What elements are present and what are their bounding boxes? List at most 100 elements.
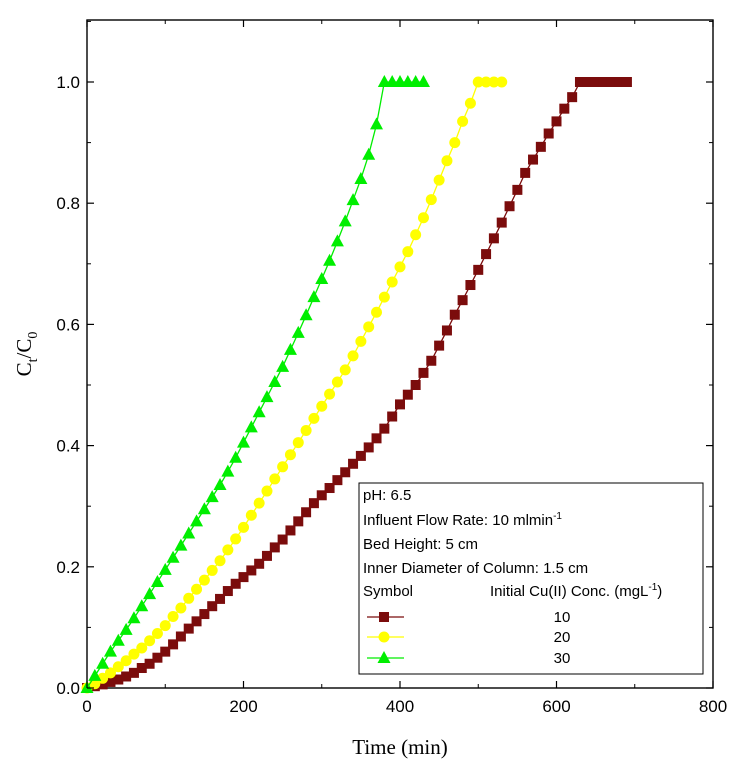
- data-point-20: [496, 76, 508, 88]
- data-point-10: [348, 458, 359, 469]
- data-point-10: [199, 609, 210, 620]
- data-point-20: [261, 485, 273, 497]
- data-point-30: [88, 668, 102, 681]
- data-point-10: [136, 663, 147, 674]
- data-point-20: [222, 544, 234, 556]
- data-point-20: [386, 276, 398, 288]
- legend-label: 30: [554, 650, 571, 667]
- data-point-20: [464, 97, 476, 109]
- data-point-30: [362, 147, 376, 160]
- data-point-10: [105, 676, 116, 687]
- y-tick-label: 0.8: [56, 194, 80, 213]
- data-point-10: [410, 380, 421, 390]
- data-point-10: [254, 558, 265, 569]
- data-point-10: [528, 154, 539, 165]
- data-point-10: [230, 578, 241, 589]
- x-tick-label: 800: [699, 697, 727, 716]
- legend-conc-header-text: Initial Cu(II) Conc. (mgL: [490, 583, 648, 600]
- legend-entries: 10 20 30: [367, 609, 570, 667]
- data-point-30: [315, 271, 329, 284]
- data-point-30: [127, 611, 141, 624]
- y-axis-title-subscript: t: [26, 358, 41, 362]
- data-point-30: [111, 633, 125, 646]
- data-point-10: [535, 141, 546, 152]
- x-tick-label: 600: [542, 697, 570, 716]
- data-point-20: [159, 620, 171, 632]
- data-point-10: [441, 325, 452, 336]
- data-point-20: [167, 610, 179, 622]
- data-point-30: [150, 574, 164, 587]
- data-point-10: [285, 525, 296, 536]
- data-point-20: [331, 376, 343, 388]
- data-point-10: [128, 667, 139, 678]
- data-point-30: [135, 599, 149, 612]
- data-point-30: [182, 526, 196, 539]
- x-tick-label: 200: [229, 697, 257, 716]
- data-point-30: [197, 502, 211, 515]
- series-20: [81, 76, 508, 694]
- data-point-20: [363, 321, 375, 333]
- legend-entry-20: 20: [367, 629, 570, 646]
- data-point-20: [316, 400, 328, 412]
- data-point-20: [214, 555, 226, 567]
- data-point-20: [371, 306, 383, 318]
- data-point-30: [221, 464, 235, 477]
- data-point-10: [551, 116, 562, 127]
- data-point-30: [299, 308, 313, 321]
- data-point-20: [410, 229, 422, 241]
- data-point-10: [614, 77, 625, 87]
- data-point-30: [237, 435, 250, 448]
- data-point-10: [355, 450, 366, 461]
- data-point-10: [363, 442, 374, 453]
- data-point-10: [582, 77, 593, 87]
- y-axis-title-part: C: [12, 362, 36, 376]
- y-tick-label: 0.0: [56, 679, 80, 698]
- data-point-30: [174, 538, 188, 551]
- data-point-10: [222, 586, 233, 597]
- data-point-10: [504, 201, 515, 212]
- data-point-10: [488, 233, 499, 244]
- data-point-10: [144, 658, 155, 669]
- legend-symbol-header: Symbol: [363, 583, 413, 600]
- data-point-10: [168, 639, 179, 650]
- data-point-30: [119, 622, 133, 635]
- data-point-10: [418, 367, 429, 378]
- data-point-10: [543, 128, 554, 139]
- data-point-10: [160, 646, 171, 657]
- data-point-20: [292, 437, 304, 449]
- annotation-flow-rate-sup: -1: [553, 511, 562, 522]
- data-point-10: [395, 399, 405, 410]
- data-point-10: [183, 623, 194, 634]
- data-point-30: [96, 656, 110, 669]
- data-point-10: [559, 103, 570, 114]
- data-point-10: [113, 674, 124, 685]
- data-point-10: [152, 652, 163, 663]
- data-point-30: [260, 390, 274, 403]
- data-point-30: [158, 562, 172, 575]
- data-point-10: [481, 249, 492, 260]
- data-point-20: [441, 155, 453, 167]
- data-point-20: [417, 212, 429, 224]
- data-point-20: [394, 261, 406, 273]
- data-point-20: [425, 194, 437, 206]
- y-axis-title: Ct/C0: [12, 332, 41, 377]
- annotation-inner-diameter: Inner Diameter of Column: 1.5 cm: [363, 560, 588, 577]
- data-point-20: [230, 533, 242, 545]
- data-point-30: [323, 253, 337, 266]
- data-point-20: [277, 461, 289, 473]
- data-point-10: [246, 565, 257, 576]
- data-point-30: [213, 477, 227, 490]
- data-point-30: [205, 490, 219, 503]
- data-point-10: [340, 467, 351, 478]
- data-point-30: [252, 405, 266, 418]
- data-point-10: [457, 295, 468, 306]
- legend-label: 20: [554, 629, 571, 646]
- series-30: [80, 75, 430, 693]
- legend-entry-30: 30: [367, 650, 570, 667]
- y-tick-label: 0.6: [56, 315, 80, 334]
- data-point-10: [121, 671, 132, 682]
- data-point-20: [339, 364, 351, 376]
- data-point-30: [330, 234, 344, 247]
